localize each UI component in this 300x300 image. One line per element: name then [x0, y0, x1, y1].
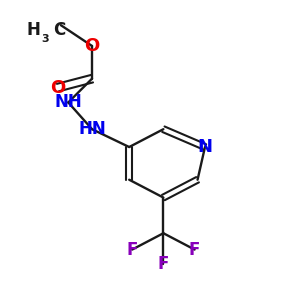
Text: O: O — [50, 79, 65, 97]
Text: O: O — [84, 37, 100, 55]
Text: C: C — [53, 21, 66, 39]
Text: NH: NH — [54, 93, 82, 111]
Text: 3: 3 — [41, 34, 49, 44]
Text: F: F — [127, 241, 138, 259]
Text: H: H — [26, 21, 40, 39]
Text: F: F — [158, 255, 169, 273]
Text: F: F — [189, 241, 200, 259]
Text: HN: HN — [78, 120, 106, 138]
Text: N: N — [197, 138, 212, 156]
